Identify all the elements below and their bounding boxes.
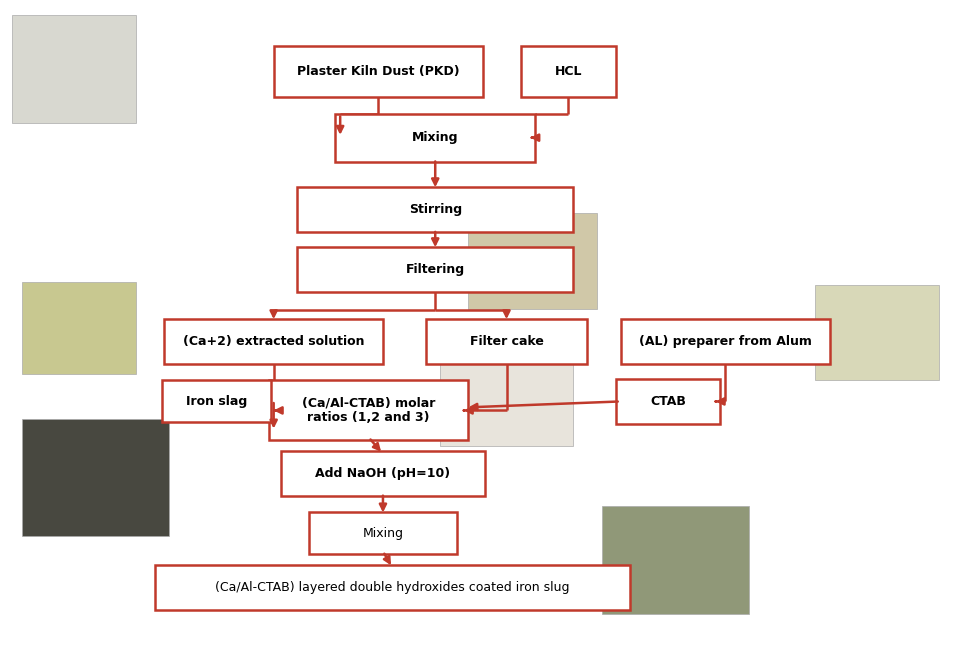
Bar: [601, 506, 749, 614]
Bar: [12, 15, 136, 123]
Text: (Ca/Al-CTAB) molar
ratios (1,2 and 3): (Ca/Al-CTAB) molar ratios (1,2 and 3): [302, 396, 435, 424]
FancyBboxPatch shape: [297, 247, 573, 292]
Text: Filtering: Filtering: [405, 263, 465, 276]
Bar: [468, 213, 597, 308]
Text: Iron slag: Iron slag: [186, 395, 248, 408]
FancyBboxPatch shape: [162, 381, 272, 422]
FancyBboxPatch shape: [164, 319, 383, 364]
Text: (Ca/Al-CTAB) layered double hydroxides coated iron slug: (Ca/Al-CTAB) layered double hydroxides c…: [215, 581, 570, 594]
Text: (AL) preparer from Alum: (AL) preparer from Alum: [639, 335, 812, 348]
Text: Plaster Kiln Dust (PKD): Plaster Kiln Dust (PKD): [297, 65, 460, 78]
Bar: [22, 419, 169, 536]
FancyBboxPatch shape: [336, 114, 535, 162]
Bar: [815, 285, 939, 381]
Text: Filter cake: Filter cake: [469, 335, 543, 348]
FancyBboxPatch shape: [269, 381, 468, 440]
Text: (Ca+2) extracted solution: (Ca+2) extracted solution: [183, 335, 364, 348]
Bar: [440, 345, 573, 447]
FancyBboxPatch shape: [425, 319, 587, 364]
Text: Add NaOH (pH=10): Add NaOH (pH=10): [315, 467, 450, 480]
FancyBboxPatch shape: [616, 379, 721, 424]
FancyBboxPatch shape: [620, 319, 830, 364]
FancyBboxPatch shape: [281, 451, 485, 496]
Text: Mixing: Mixing: [412, 131, 459, 144]
FancyBboxPatch shape: [521, 46, 616, 97]
Text: CTAB: CTAB: [650, 395, 686, 408]
Bar: [22, 281, 136, 374]
FancyBboxPatch shape: [273, 46, 483, 97]
Text: Mixing: Mixing: [362, 527, 403, 540]
Text: HCL: HCL: [554, 65, 582, 78]
Text: Stirring: Stirring: [408, 203, 462, 216]
FancyBboxPatch shape: [310, 513, 457, 554]
FancyBboxPatch shape: [297, 187, 573, 232]
FancyBboxPatch shape: [155, 565, 630, 610]
